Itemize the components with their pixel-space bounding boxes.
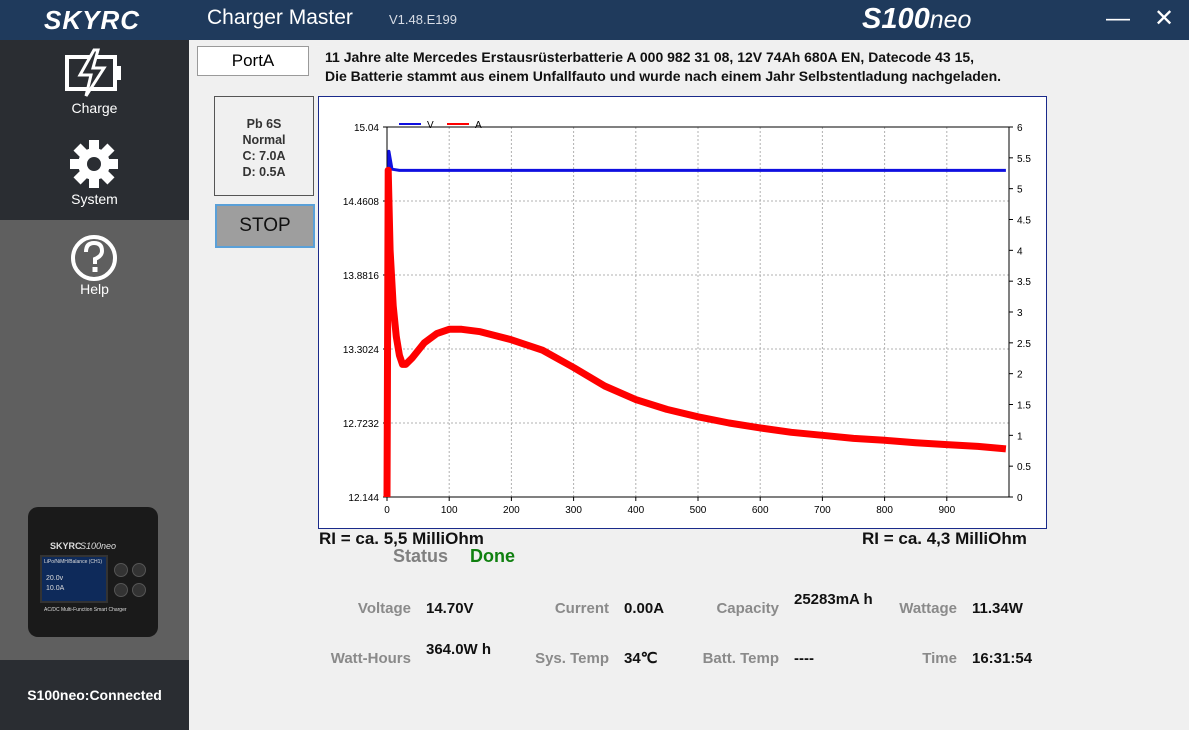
y-left-tick-label: 13.8816 (343, 271, 380, 282)
y-right-tick-label: 1 (1017, 431, 1023, 442)
status-value: Done (470, 546, 515, 566)
legend-label: A (475, 120, 482, 131)
program-info-box: Pb 6S Normal C: 7.0A D: 0.5A (214, 96, 314, 196)
ri-end-text: RI = ca. 4,3 MilliOhm (862, 529, 1027, 548)
device-screen-current: 10.0A (46, 585, 65, 592)
app-title: Charger Master (207, 6, 353, 29)
time-label: Time (922, 650, 957, 667)
brand-logo: SKYRC (44, 5, 141, 35)
close-button[interactable]: ✕ (1153, 5, 1175, 32)
x-tick-label: 400 (627, 505, 644, 516)
tab-porta[interactable]: PortA (197, 46, 309, 76)
legend-label: V (427, 120, 434, 131)
minimize-button[interactable]: — (1106, 5, 1130, 32)
connection-status: S100neo:Connected (0, 660, 189, 730)
wattage-value: 11.34W (972, 600, 1023, 617)
status-label: Status (393, 546, 449, 566)
model-logo: S100neo (862, 3, 971, 36)
batt-temp-value: ---- (794, 650, 814, 667)
time-value: 16:31:54 (972, 650, 1033, 667)
watthours-label: Watt-Hours (330, 650, 411, 667)
y-right-tick-label: 1.5 (1017, 401, 1031, 412)
chart-svg: 0 100 200 300 400 500 600 700 800 900 12.144 12.723… (343, 120, 1031, 516)
sidebar-item-label: System (71, 191, 118, 207)
battery-note-line: Die Batterie stammt aus einem Unfallfaut… (325, 68, 1002, 84)
capacity-label: Capacity (716, 600, 779, 617)
title-bar: SKYRC Charger Master V1.48.E199 S100neo … (0, 0, 1189, 40)
device-screen-line: LiPo/NiMH/Balance (CH1) (44, 559, 103, 565)
x-tick-label: 900 (938, 505, 955, 516)
y-right-tick-label: 6 (1017, 123, 1023, 134)
x-tick-label: 600 (752, 505, 769, 516)
y-right-tick-label: 3.5 (1017, 277, 1031, 288)
x-tick-label: 800 (876, 505, 893, 516)
x-tick-label: 0 (384, 505, 390, 516)
device-button (132, 583, 146, 597)
y-right-tick-label: 5.5 (1017, 154, 1031, 165)
batt-temp-label: Batt. Temp (702, 650, 779, 667)
device-model: S100neo (80, 541, 117, 551)
y-right-tick-label: 2 (1017, 370, 1023, 381)
ri-start-text: RI = ca. 5,5 MilliOhm (319, 529, 484, 548)
model-suffix: neo (929, 6, 972, 34)
capacity-value: 25283mA h (794, 591, 873, 608)
sidebar-item-label: Charge (71, 100, 118, 116)
x-tick-label: 100 (441, 505, 458, 516)
stop-button[interactable]: STOP (215, 204, 315, 248)
charge-chart: 0 100 200 300 400 500 600 700 800 900 12.144 12.723… (318, 96, 1047, 529)
y-right-tick-label: 3 (1017, 308, 1023, 319)
y-right-tick-label: 5 (1017, 185, 1023, 196)
sys-temp-value: 34℃ (624, 650, 658, 667)
device-image: SKYRC S100neo LiPo/NiMH/Balance (CH1) 20… (28, 507, 158, 637)
current-label: Current (554, 600, 609, 617)
voltage-label: Voltage (357, 600, 411, 617)
sidebar-item-help[interactable]: Help (0, 230, 189, 316)
main-panel: PortA 11 Jahre alte Mercedes Erstausrüst… (189, 40, 1189, 730)
y-left-tick-label: 12.144 (348, 493, 379, 504)
battery-note: 11 Jahre alte Mercedes Erstausrüsterbatt… (325, 48, 1175, 86)
sidebar-item-charge[interactable]: Charge (0, 48, 189, 134)
app-version: V1.48.E199 (389, 12, 457, 27)
x-tick-label: 500 (690, 505, 707, 516)
y-right-tick-label: 0 (1017, 493, 1023, 504)
sidebar-item-label: Help (80, 281, 109, 297)
x-tick-label: 300 (565, 505, 582, 516)
y-right-tick-label: 0.5 (1017, 462, 1031, 473)
y-right-tick-label: 4 (1017, 246, 1023, 257)
y-left-tick-label: 14.4608 (343, 197, 380, 208)
device-button (114, 583, 128, 597)
device-footer: AC/DC Multi-Function Smart Charger (44, 607, 127, 613)
sidebar: Charge System Help SKY (0, 40, 189, 730)
y-left-tick-label: 15.04 (354, 123, 379, 134)
watthours-value: 364.0W h (426, 641, 492, 658)
y-left-tick-label: 13.3024 (343, 345, 380, 356)
charge-mode: Normal (242, 133, 286, 147)
x-tick-label: 700 (814, 505, 831, 516)
gear-icon (70, 140, 118, 188)
voltage-value: 14.70V (426, 600, 474, 617)
help-icon (71, 235, 117, 281)
wattage-label: Wattage (899, 600, 957, 617)
x-tick-label: 200 (503, 505, 520, 516)
device-button (114, 563, 128, 577)
sidebar-item-system[interactable]: System (0, 138, 189, 224)
sys-temp-label: Sys. Temp (535, 650, 609, 667)
series-line-V (385, 149, 1006, 498)
device-button (132, 563, 146, 577)
y-right-tick-label: 4.5 (1017, 216, 1031, 227)
current-value: 0.00A (624, 600, 665, 617)
device-screen: LiPo/NiMH/Balance (CH1) 20.0v 10.0A (40, 555, 108, 603)
device-brand: SKYRC (50, 541, 82, 551)
battery-note-line: 11 Jahre alte Mercedes Erstausrüsterbatt… (325, 49, 975, 65)
battery-type: Pb 6S (246, 117, 282, 131)
charge-current: C: 7.0A (242, 149, 286, 163)
y-right-tick-label: 2.5 (1017, 339, 1031, 350)
series-line-A (383, 166, 1007, 498)
battery-charge-icon (65, 48, 121, 97)
model-name: S100 (862, 3, 930, 35)
y-left-tick-label: 12.7232 (343, 419, 380, 430)
device-screen-voltage: 20.0v (46, 575, 64, 582)
discharge-current: D: 0.5A (242, 165, 286, 179)
